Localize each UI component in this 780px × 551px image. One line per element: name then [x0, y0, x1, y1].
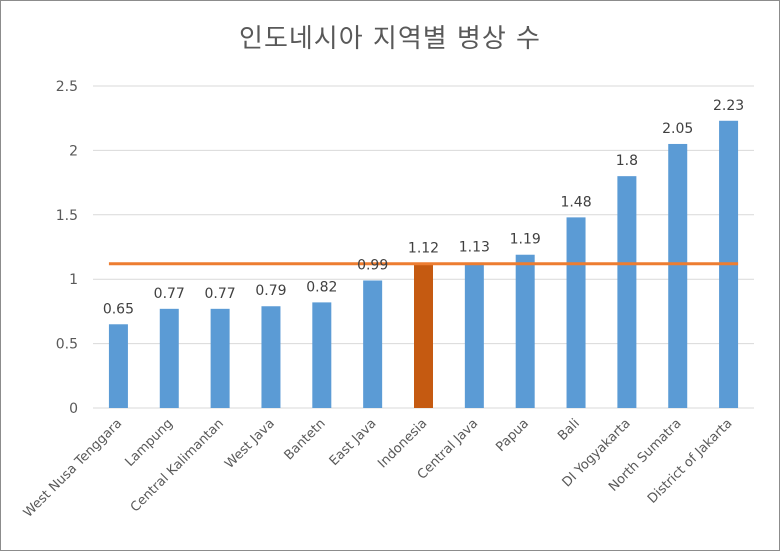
x-tick-label: District of Jakarta — [645, 416, 735, 506]
x-tick-label: Papua — [493, 416, 532, 455]
x-tick-label: West Java — [222, 416, 278, 472]
y-tick-label: 1 — [69, 272, 78, 288]
y-tick-label: 0.5 — [56, 337, 78, 353]
data-label: 1.12 — [408, 241, 439, 257]
bar — [312, 302, 332, 408]
data-label: 1.19 — [510, 232, 541, 248]
data-label: 1.13 — [459, 239, 490, 255]
y-tick-label: 2.5 — [56, 79, 78, 95]
data-label: 1.48 — [560, 194, 591, 210]
data-label: 0.65 — [103, 301, 134, 317]
x-tick-label: Central Kalimantan — [128, 416, 227, 515]
y-tick-label: 1.5 — [56, 208, 78, 224]
data-label: 0.77 — [154, 286, 185, 302]
data-label: 2.05 — [662, 121, 693, 137]
bar — [261, 306, 281, 408]
data-label: 0.77 — [205, 286, 236, 302]
x-tick-label: West Nusa Tenggara — [21, 416, 125, 520]
bar — [414, 263, 433, 408]
data-label: 2.23 — [713, 98, 744, 114]
bar — [668, 143, 688, 408]
bar — [159, 308, 179, 408]
y-axis-ticks: 0 0.5 1 1.5 2 2.5 — [56, 79, 78, 417]
data-labels: 0.65 0.77 0.77 0.79 0.82 0.99 1.12 1.13 1.19 1.48… — [103, 98, 744, 318]
bar — [210, 308, 230, 408]
chart-title: 인도네시아 지역별 병상 수 — [239, 24, 541, 54]
x-tick-label: Lampung — [122, 416, 176, 470]
data-label: 0.82 — [306, 279, 337, 295]
data-label: 1.8 — [616, 153, 638, 169]
bar — [363, 280, 383, 408]
bar — [108, 324, 128, 408]
y-tick-label: 2 — [69, 143, 78, 159]
x-tick-label: Indonesia — [375, 416, 430, 471]
x-tick-label: East Java — [327, 416, 380, 469]
bar — [515, 254, 535, 408]
x-tick-label: Bantetn — [282, 416, 329, 463]
data-label: 0.79 — [255, 283, 286, 299]
y-tick-label: 0 — [69, 401, 78, 417]
bar — [617, 176, 637, 408]
data-label: 0.99 — [357, 257, 388, 273]
bar — [464, 262, 484, 408]
bar — [566, 217, 586, 408]
x-tick-label: Bali — [555, 416, 583, 444]
